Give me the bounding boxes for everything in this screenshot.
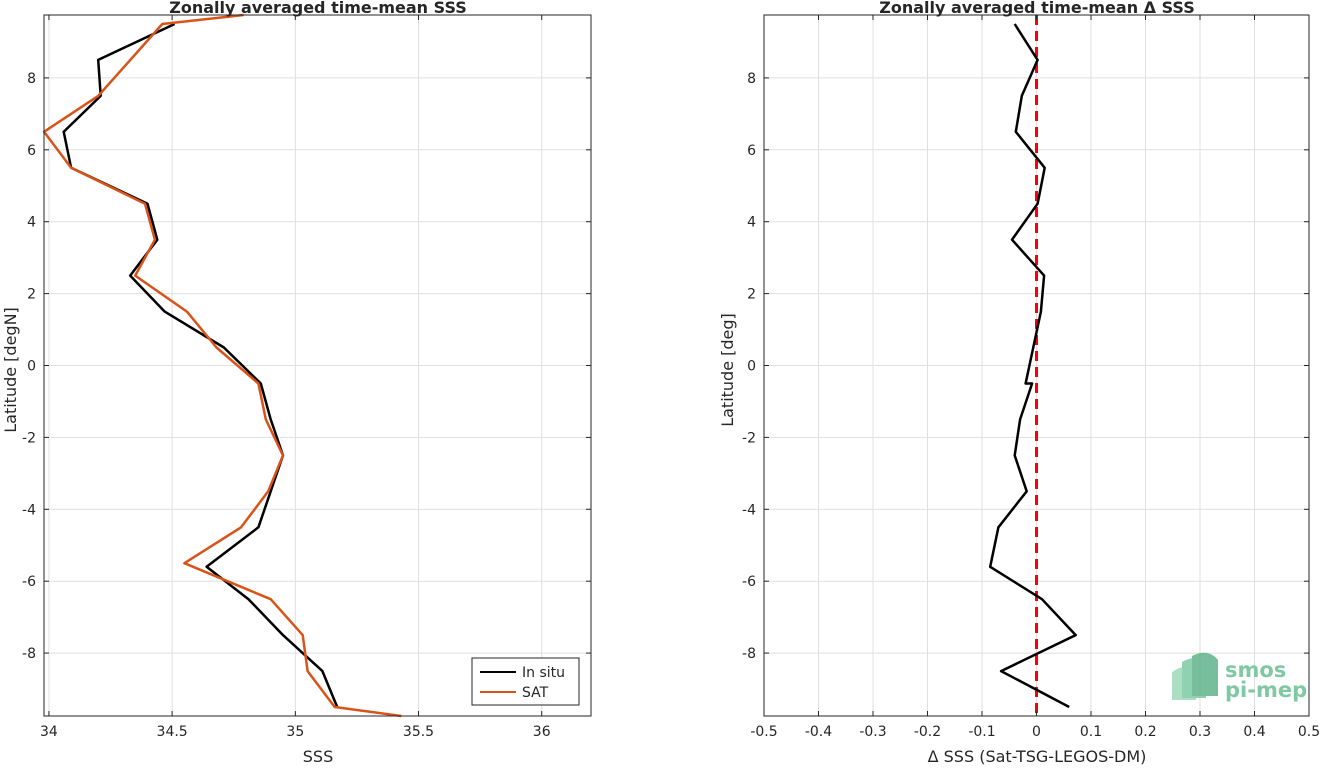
y-tick-label: -8 <box>22 646 36 662</box>
x-tick-label: 35 <box>286 724 304 740</box>
x-tick-label: 0 <box>1032 724 1041 740</box>
left-chart-panel: 34 34.5 35 35.5 36 8 6 4 2 0 -2 -4 -6 -8 Zonally ave… <box>1 0 592 766</box>
left-x-ticks: 34 34.5 35 35.5 36 <box>40 15 551 740</box>
series-line-delta-sss <box>988 23 1077 709</box>
y-tick-label: 4 <box>27 215 36 231</box>
x-tick-label: -0.2 <box>914 724 941 740</box>
y-tick-label: -8 <box>742 646 756 662</box>
x-tick-label: -0.1 <box>968 724 995 740</box>
y-tick-label: 2 <box>747 287 756 303</box>
left-chart-title: Zonally averaged time-mean SSS <box>169 0 467 17</box>
right-y-ticks: 8 6 4 2 0 -2 -4 -6 -8 <box>742 71 1309 662</box>
y-tick-label: -4 <box>742 502 756 518</box>
series-line-in-situ <box>62 22 339 708</box>
y-tick-label: 4 <box>747 215 756 231</box>
right-x-ticks: -0.5 -0.4 -0.3 -0.2 -0.1 0 0.1 0.2 0.3 0.4 0.5 <box>750 15 1320 740</box>
x-tick-label: -0.3 <box>859 724 886 740</box>
right-y-axis-label: Latitude [deg] <box>718 313 737 427</box>
y-tick-label: 0 <box>27 359 36 375</box>
logo-wave-icon <box>1172 652 1218 700</box>
y-tick-label: -2 <box>22 430 36 446</box>
y-tick-label: 8 <box>27 71 36 87</box>
x-tick-label: 0.3 <box>1189 724 1211 740</box>
y-tick-label: -6 <box>22 574 36 590</box>
legend: In situ SAT <box>471 657 580 706</box>
left-x-axis-label: SSS <box>303 747 333 765</box>
smos-pi-mep-logo: smos pi-mep <box>1172 652 1307 702</box>
y-tick-label: 6 <box>747 143 756 159</box>
left-series-group <box>42 13 402 718</box>
x-tick-label: 0.2 <box>1134 724 1156 740</box>
legend-box <box>471 657 580 706</box>
y-tick-label: 2 <box>27 287 36 303</box>
left-y-ticks: 8 6 4 2 0 -2 -4 -6 -8 <box>22 71 591 662</box>
right-chart-panel: -0.5 -0.4 -0.3 -0.2 -0.1 0 0.1 0.2 0.3 0.4 0.5 8 6 4… <box>718 0 1320 766</box>
y-tick-label: -4 <box>22 502 36 518</box>
x-tick-label: 35.5 <box>403 724 434 740</box>
logo-text-pi-mep: pi-mep <box>1225 678 1307 702</box>
series-line-sat <box>42 13 402 718</box>
x-tick-label: 34.5 <box>157 724 188 740</box>
x-tick-label: -0.5 <box>750 724 777 740</box>
x-tick-label: 34 <box>40 724 58 740</box>
x-tick-label: 36 <box>533 724 551 740</box>
legend-label-in-situ: In situ <box>522 665 565 681</box>
right-chart-title: Zonally averaged time-mean Δ SSS <box>879 0 1195 17</box>
right-series-group <box>988 23 1077 709</box>
y-tick-label: 6 <box>27 143 36 159</box>
logo-text-smos: smos <box>1225 658 1286 682</box>
x-tick-label: -0.4 <box>805 724 832 740</box>
left-y-axis-label: Latitude [degN] <box>1 307 20 433</box>
y-tick-label: 0 <box>747 359 756 375</box>
x-tick-label: 0.4 <box>1243 724 1265 740</box>
y-tick-label: -6 <box>742 574 756 590</box>
legend-label-sat: SAT <box>522 685 549 701</box>
right-x-axis-label: Δ SSS (Sat-TSG-LEGOS-DM) <box>928 747 1147 765</box>
y-tick-label: -2 <box>742 430 756 446</box>
x-tick-label: 0.1 <box>1080 724 1102 740</box>
left-gridlines <box>44 15 591 716</box>
x-tick-label: 0.5 <box>1298 724 1320 740</box>
y-tick-label: 8 <box>747 71 756 87</box>
